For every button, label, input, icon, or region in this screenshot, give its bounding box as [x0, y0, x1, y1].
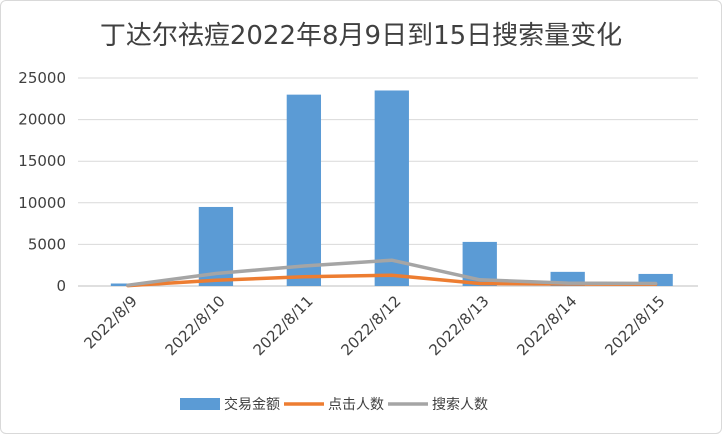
y-tick-label: 25000 [18, 69, 66, 87]
chart-title: 丁达尔祛痘2022年8月9日到15日搜索量变化 [100, 21, 622, 51]
legend-swatch-bar [180, 398, 220, 410]
y-tick-label: 20000 [18, 111, 66, 129]
x-tick-label: 2022/8/12 [338, 292, 405, 359]
series-line [126, 258, 658, 287]
y-tick-label: 0 [56, 277, 66, 295]
y-tick-label: 10000 [18, 194, 66, 212]
x-tick-label: 2022/8/10 [162, 292, 229, 359]
legend-label: 搜索人数 [432, 396, 488, 413]
x-tick-label: 2022/8/13 [425, 292, 492, 359]
y-tick-label: 15000 [18, 152, 66, 170]
x-tick-label: 2022/8/11 [250, 292, 317, 359]
y-axis: 0 5000 10000 15000 20000 25000 [18, 69, 66, 295]
legend: 交易金额 点击人数 搜索人数 [180, 396, 488, 413]
legend-label: 点击人数 [328, 397, 384, 413]
legend-label: 交易金额 [224, 396, 280, 413]
bar [374, 90, 409, 286]
line-series [126, 258, 658, 288]
x-tick-label: 2022/8/14 [513, 292, 580, 359]
x-tick-label: 2022/8/9 [80, 292, 140, 352]
bar [286, 94, 322, 286]
y-tick-label: 5000 [28, 235, 66, 253]
x-tick-label: 2022/8/15 [601, 292, 668, 359]
x-axis: 2022/8/9 2022/8/10 2022/8/11 2022/8/12 2022/… [80, 292, 668, 359]
